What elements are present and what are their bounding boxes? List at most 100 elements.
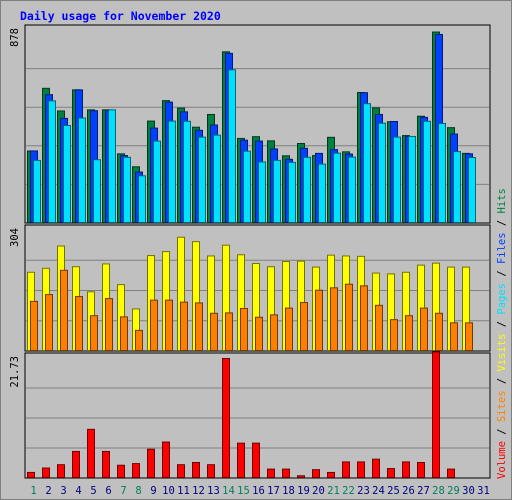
bar-volume-day-6 [102, 450, 110, 479]
bar-volume-day-26 [402, 461, 410, 479]
bar-pages-day-2 [48, 100, 56, 223]
x-tick-label-24: 24 [372, 485, 385, 497]
bar-sites-day-20 [315, 289, 323, 351]
x-tick-label-22: 22 [342, 485, 355, 497]
legend-entry-hits: Hits [496, 188, 508, 213]
bar-pages-day-23 [363, 103, 371, 223]
x-tick-label-13: 13 [207, 485, 220, 497]
bar-pages-day-19 [303, 156, 311, 223]
panel-volume-ymax-label: 21.73 [9, 356, 21, 388]
bar-sites-day-28 [435, 312, 443, 351]
bar-sites-day-30 [465, 322, 473, 351]
legend-separator: / [496, 372, 508, 391]
bar-sites-day-9 [150, 299, 158, 351]
bar-sites-day-14 [225, 312, 233, 351]
x-tick-label-28: 28 [432, 485, 445, 497]
bar-volume-day-13 [207, 464, 215, 479]
bar-pages-day-24 [378, 122, 386, 223]
x-tick-label-25: 25 [387, 485, 400, 497]
bar-volume-day-10 [162, 441, 170, 479]
bar-sites-day-12 [195, 302, 203, 352]
bar-sites-day-26 [405, 315, 413, 352]
bar-pages-day-14 [228, 69, 236, 223]
bar-pages-day-15 [243, 150, 251, 223]
bar-pages-day-8 [138, 175, 146, 223]
bar-volume-day-2 [42, 467, 50, 479]
x-tick-label-16: 16 [252, 485, 265, 497]
x-tick-label-19: 19 [297, 485, 310, 497]
bar-sites-day-5 [90, 315, 98, 352]
bar-pages-day-11 [183, 120, 191, 223]
bar-volume-day-8 [132, 463, 140, 479]
bar-sites-day-13 [210, 312, 218, 351]
x-tick-label-14: 14 [222, 485, 235, 497]
legend-separator: / [496, 422, 508, 441]
bar-volume-day-17 [267, 468, 275, 479]
x-tick-label-5: 5 [90, 485, 96, 497]
bar-pages-day-18 [288, 161, 296, 223]
bar-sites-day-1 [30, 300, 38, 352]
bar-volume-day-29 [447, 468, 455, 479]
x-tick-label-4: 4 [75, 485, 81, 497]
bar-volume-day-19 [297, 475, 305, 478]
bar-volume-day-16 [252, 442, 260, 479]
bar-volume-day-20 [312, 469, 320, 478]
bar-volume-day-12 [192, 461, 200, 478]
bar-sites-day-21 [330, 287, 338, 352]
bar-sites-day-10 [165, 299, 173, 351]
x-tick-label-27: 27 [417, 485, 430, 497]
bar-pages-day-13 [213, 134, 221, 223]
bar-pages-day-7 [123, 156, 131, 223]
bar-volume-day-14 [222, 358, 230, 478]
bar-sites-day-2 [45, 294, 53, 352]
bar-pages-day-28 [438, 122, 446, 223]
bar-sites-day-18 [285, 307, 293, 352]
x-tick-label-12: 12 [192, 485, 205, 497]
bar-sites-day-7 [120, 316, 128, 351]
bar-sites-day-27 [420, 307, 428, 352]
x-tick-label-26: 26 [402, 485, 415, 497]
bar-volume-day-4 [72, 450, 80, 479]
bar-pages-day-12 [198, 136, 206, 223]
x-tick-label-17: 17 [267, 485, 280, 497]
bar-pages-day-30 [468, 157, 476, 223]
bar-volume-day-1 [27, 471, 35, 478]
bar-pages-day-29 [453, 151, 461, 223]
bar-pages-day-5 [93, 159, 101, 224]
x-tick-label-21: 21 [327, 485, 340, 497]
x-tick-label-29: 29 [447, 485, 460, 497]
bar-volume-day-28 [432, 351, 440, 478]
panel-visits-sites-ymax-label: 304 [9, 228, 21, 247]
bar-sites-day-15 [240, 308, 248, 351]
bar-sites-day-11 [180, 301, 188, 352]
x-tick-label-10: 10 [162, 485, 175, 497]
bar-volume-day-15 [237, 442, 245, 479]
bar-sites-day-6 [105, 298, 113, 351]
bar-pages-day-27 [423, 120, 431, 223]
bar-volume-day-5 [87, 428, 95, 478]
x-tick-label-30: 30 [462, 485, 475, 497]
bar-pages-day-16 [258, 161, 266, 223]
x-tick-label-18: 18 [282, 485, 295, 497]
x-tick-label-31: 31 [477, 485, 490, 497]
legend-entry-files: Files [496, 232, 508, 264]
legend-separator: / [496, 264, 508, 283]
legend-entry-pages: Pages [496, 283, 508, 315]
bar-pages-day-4 [78, 117, 86, 223]
bar-sites-day-3 [60, 269, 68, 352]
legend-separator: / [496, 213, 508, 232]
x-tick-label-11: 11 [177, 485, 190, 497]
bar-pages-day-9 [153, 140, 161, 224]
bar-volume-day-18 [282, 468, 290, 479]
bar-sites-day-24 [375, 304, 383, 351]
bar-pages-day-17 [273, 159, 281, 224]
x-tick-label-7: 7 [120, 485, 126, 497]
legend-separator: / [496, 315, 508, 334]
x-tick-label-20: 20 [312, 485, 325, 497]
legend-entry-visits: Visits [496, 334, 508, 372]
bar-pages-day-3 [63, 124, 71, 223]
bar-volume-day-7 [117, 464, 125, 478]
chart-title: Daily usage for November 2020 [20, 9, 221, 23]
